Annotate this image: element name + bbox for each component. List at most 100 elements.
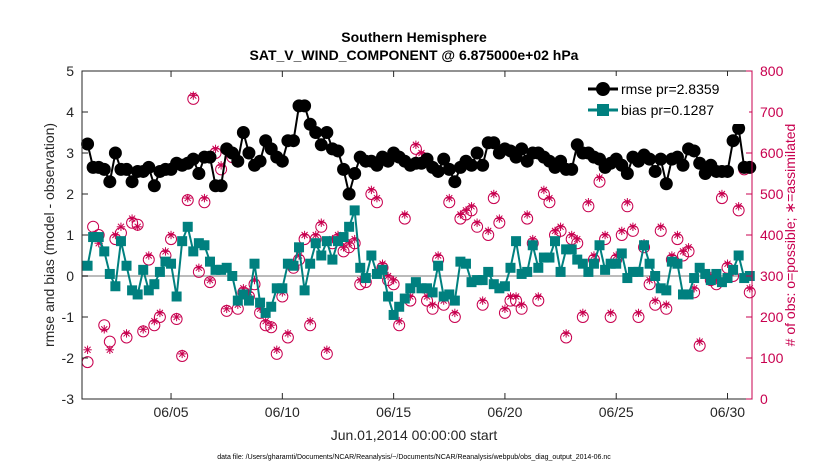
asterisk-stroke [735, 202, 743, 210]
bias-point [611, 258, 622, 269]
bias-point [572, 254, 583, 265]
obs-assimilated-point [573, 234, 582, 244]
right-tick-label: 0 [760, 391, 768, 407]
obs-assimilated-point [433, 251, 443, 260]
rmse-point [643, 152, 657, 166]
rmse-point [108, 146, 122, 160]
left-tick-label: 1 [66, 227, 74, 243]
obs-assimilated-point [222, 304, 231, 313]
bias-point [355, 262, 366, 273]
obs-assimilated-point [272, 345, 281, 354]
bias-point [249, 258, 260, 269]
bias-point [544, 252, 555, 263]
asterisk-stroke [507, 293, 514, 300]
asterisk-stroke [384, 272, 392, 280]
right-tick-label: 800 [760, 63, 784, 79]
asterisk-stroke [718, 190, 726, 198]
left-tick-label: -2 [62, 350, 75, 366]
rmse-point [314, 138, 328, 152]
obs-assimilated-point [534, 292, 543, 301]
obs-assimilated-point [139, 325, 148, 334]
bias-point [221, 262, 232, 273]
bias-point [716, 277, 727, 288]
rmse-point [442, 162, 456, 176]
asterisk-stroke [390, 276, 398, 284]
bias-point [266, 301, 277, 312]
x-axis-ticks: 06/05 06/10 06/15 06/20 06/25 06/30 [154, 71, 745, 420]
bias-point [711, 268, 722, 279]
rmse-point [693, 156, 707, 170]
rmse-point [286, 134, 300, 148]
asterisk-stroke [724, 260, 731, 268]
bias-point [138, 264, 149, 275]
bias-point [499, 281, 510, 292]
obs-assimilated-point [305, 316, 315, 326]
legend-rmse-label: rmse pr=2.8359 [621, 81, 720, 97]
obs-assimilated-point [367, 185, 376, 195]
obs-assimilated-point [595, 173, 604, 182]
obs-assimilated-point [189, 91, 198, 100]
plot-area [82, 71, 752, 399]
bias-point [371, 268, 382, 279]
asterisk-stroke [651, 297, 659, 304]
bias-point [260, 307, 271, 318]
bias-point [344, 221, 355, 232]
asterisk-stroke [512, 293, 520, 300]
bias-point [627, 266, 638, 277]
asterisk-stroke [557, 223, 564, 231]
asterisk-stroke [685, 243, 692, 251]
bias-point [360, 273, 371, 284]
bias-point [694, 262, 705, 273]
asterisk-stroke [167, 231, 175, 239]
bias-point [410, 277, 421, 288]
bias-point [616, 248, 627, 259]
asterisk-stroke [100, 325, 108, 333]
x-tick-label: 06/25 [599, 404, 634, 420]
left-tick-label: -1 [62, 309, 75, 325]
right-tick-label: 500 [760, 186, 784, 202]
obs-assimilated-point [155, 308, 165, 318]
x-tick-label: 06/20 [487, 404, 522, 420]
asterisk-stroke [312, 231, 320, 239]
asterisk-stroke [607, 309, 615, 317]
bias-point [677, 289, 688, 300]
asterisk-stroke [623, 198, 631, 206]
bias-point [416, 283, 427, 294]
rmse-point [465, 158, 479, 172]
obs-assimilated-point [144, 251, 153, 260]
bias-point [666, 256, 677, 267]
rmse-point [97, 162, 111, 176]
bias-point [605, 258, 616, 269]
obs-assimilated-point [261, 316, 270, 326]
bias-point [550, 236, 561, 247]
bias-point [243, 295, 254, 306]
bias-point [483, 266, 494, 277]
obs-assimilated-point [400, 210, 409, 219]
asterisk-stroke [601, 231, 609, 239]
obs-assimilated-point [445, 193, 454, 203]
bias-point [438, 291, 449, 302]
asterisk-stroke [317, 219, 325, 227]
rmse-point [348, 167, 362, 180]
asterisk-stroke [301, 231, 308, 239]
obs-assimilated-point [662, 300, 671, 309]
obs-assimilated-point [411, 140, 421, 149]
obs-assimilated-point [484, 226, 493, 236]
bias-point [121, 260, 132, 271]
rmse-point [721, 164, 735, 178]
asterisk-stroke [401, 211, 409, 218]
obs-assimilated-point [489, 189, 498, 199]
asterisk-stroke [501, 305, 509, 313]
bias-point [555, 266, 566, 277]
left-axis-label: rmse and bias (model - observation) [41, 123, 57, 347]
asterisk-stroke [484, 227, 492, 235]
bias-point [193, 238, 204, 249]
bias-point [700, 268, 711, 279]
right-tick-label: 300 [760, 268, 784, 284]
bias-point [655, 283, 666, 294]
obs-assimilated-point [105, 345, 115, 354]
asterisk-stroke [295, 252, 303, 259]
rmse-point [253, 154, 267, 168]
asterisk-stroke [262, 317, 270, 325]
